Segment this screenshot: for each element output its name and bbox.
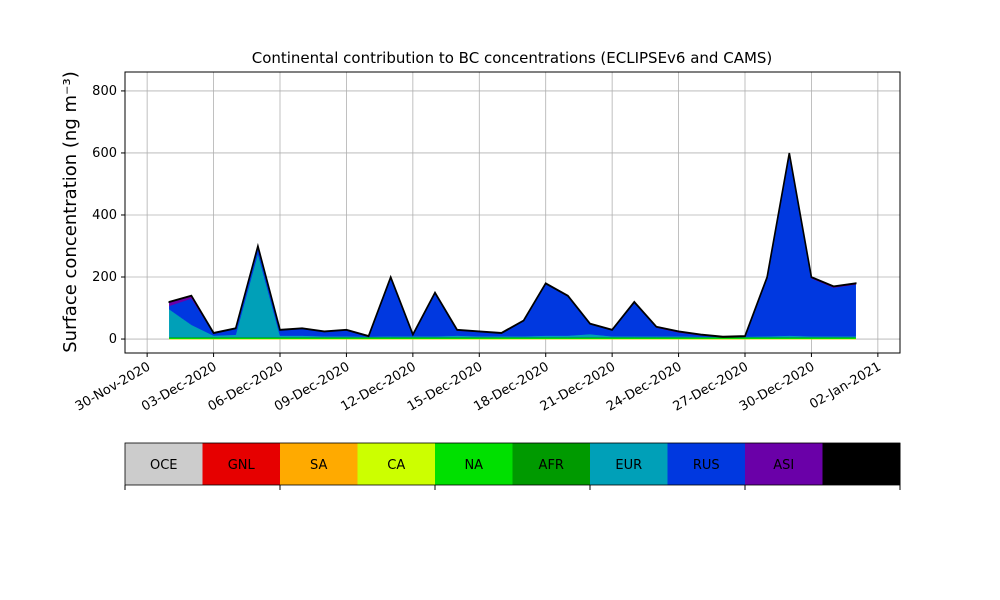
colorbar-frame [124,442,901,486]
axes-frame [124,71,901,354]
legend-swatch [512,443,591,485]
legend-label: AFR [539,458,564,473]
legend-swatch [125,443,203,485]
chart-title: Continental contribution to BC concentra… [252,49,773,67]
legend-swatch [202,443,281,485]
y-tick-label: 400 [92,208,117,223]
y-tick-label: 200 [92,270,117,285]
legend-label: EUR [615,458,642,473]
legend-label: ASI [773,458,794,473]
legend-swatch [435,443,513,485]
legend-swatch [822,443,901,485]
legend-swatch [357,443,436,485]
y-tick-label: 800 [92,84,117,99]
legend-label: GNL [228,458,256,473]
legend-label: CA [387,458,405,473]
legend-swatch [667,443,746,485]
legend-swatch [590,443,668,485]
legend-label: AUS [848,458,875,473]
legend-label: OCE [150,458,178,473]
y-tick-label: 600 [92,146,117,161]
legend-label: NA [464,458,483,473]
legend-label: RUS [693,458,720,473]
colorbar: OCE GNL SA CA NA AFR EUR RUS ASI AUS [124,442,901,490]
area [168,152,857,338]
legend-swatch [745,443,823,485]
legend-label: SA [310,458,327,473]
y-axis-label: Surface concentration (ng m⁻³) [60,71,81,353]
legend-swatch [280,443,358,485]
y-tick-label: 0 [109,332,117,347]
